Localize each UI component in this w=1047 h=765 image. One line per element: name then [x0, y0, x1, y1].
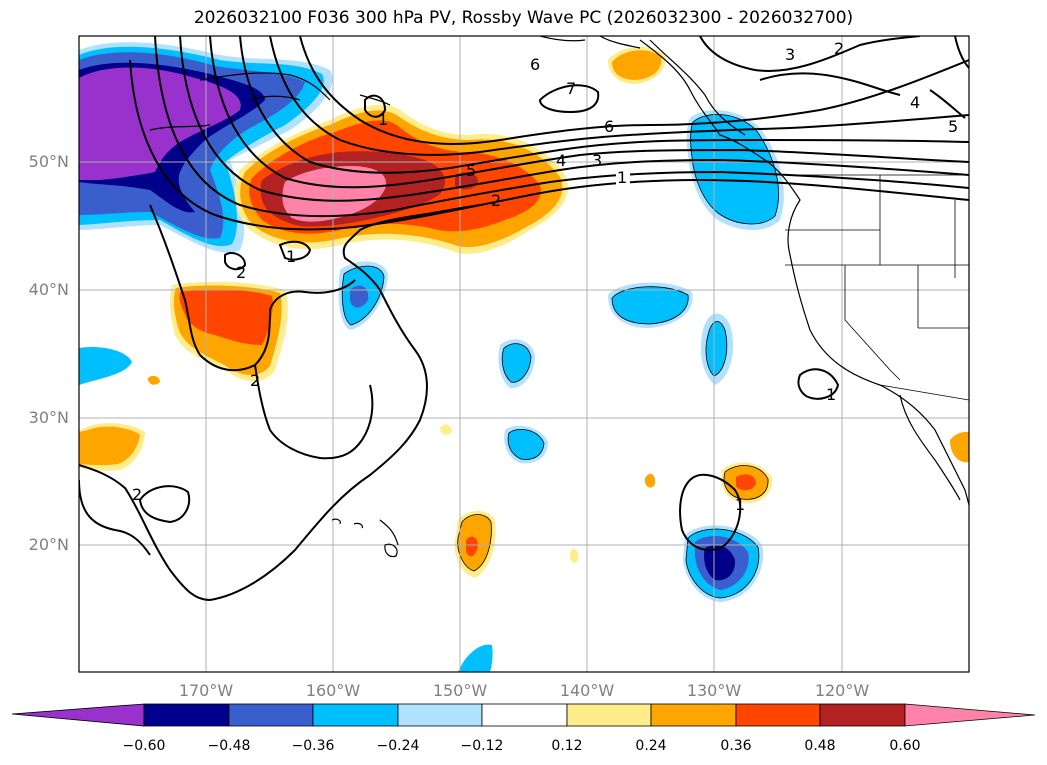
negative-anomaly-west-edge [79, 346, 132, 385]
contour-label-2d: 2 [250, 371, 260, 390]
contour-label-3b: 3 [785, 45, 795, 64]
lon-label-130w: 130°W [686, 681, 742, 700]
negative-anomaly-south-navy [704, 545, 736, 581]
colorbar-tick-neg060: −0.60 [122, 738, 166, 754]
contour-label-1d: 1 [286, 247, 296, 266]
lon-label-120w: 120°W [814, 681, 870, 700]
colorbar-bin-8 [735, 703, 821, 727]
contour-label-4: 4 [556, 151, 566, 170]
positive-anomaly-hawaii-red [466, 536, 478, 557]
contour-label-5b: 5 [948, 117, 958, 136]
contour-label-2e: 2 [132, 485, 142, 504]
positive-anomaly-gulf-orange [612, 50, 662, 80]
colorbar [11, 703, 1036, 727]
contour-label-2: 2 [491, 191, 501, 210]
lon-label-140w: 140°W [559, 681, 615, 700]
contour-label-1b: 1 [826, 385, 836, 404]
negative-anomaly-narrow-cyan [706, 321, 727, 376]
political-borders [785, 174, 969, 401]
anomaly-outlines [341, 114, 779, 599]
lat-label-20n: 20°N [28, 535, 69, 554]
contour-label-2c: 2 [236, 263, 246, 282]
negative-anomaly-small-2-cyan [508, 429, 544, 460]
positive-anomaly-central-pink [282, 166, 387, 222]
contour-label-1: 1 [617, 168, 627, 187]
contour-label-4b: 4 [910, 93, 920, 112]
colorbar-tick-024: 0.24 [635, 738, 667, 754]
colorbar-tick-neg024: −0.24 [376, 738, 420, 754]
colorbar-bin-6 [566, 703, 652, 727]
pv-contours [79, 36, 969, 602]
lon-label-160w: 160°W [305, 681, 361, 700]
colorbar-tick-036: 0.36 [720, 738, 752, 754]
colorbar-bin-5 [481, 703, 568, 727]
positive-anomaly-sw-orange [79, 426, 140, 466]
contour-label-7: 7 [566, 79, 576, 98]
contour-label-6b: 6 [530, 55, 540, 74]
colorbar-tick-048: 0.48 [804, 738, 836, 754]
negative-anomaly-bottom [458, 644, 493, 672]
positive-anomaly-tiny-1 [148, 375, 160, 385]
negative-anomaly-wide [612, 286, 689, 324]
contour-label-1c: 1 [735, 495, 745, 514]
lat-label-50n: 50°N [28, 152, 69, 171]
graticule [79, 36, 969, 672]
negative-anomaly-small-1-cyan [502, 343, 531, 383]
colorbar-tick-060: 0.60 [889, 738, 921, 754]
negative-anomaly-bc [690, 114, 779, 224]
colorbar-bin-4 [397, 703, 483, 727]
colorbar-bin-9 [819, 703, 906, 727]
lat-label-40n: 40°N [28, 280, 69, 299]
contour-label-6: 6 [604, 117, 614, 136]
colorbar-tick-012: 0.12 [551, 738, 583, 754]
colorbar-tick-neg012: −0.12 [460, 738, 504, 754]
lat-label-30n: 30°N [28, 408, 69, 427]
colorbar-tick-neg048: −0.48 [207, 738, 251, 754]
colorbar-bin-3 [312, 703, 399, 727]
positive-anomaly-west-red [179, 289, 273, 345]
lon-label-150w: 150°W [432, 681, 488, 700]
map-frame [78, 35, 970, 673]
contour-label-2b: 2 [834, 39, 844, 58]
negative-anomaly-central-blue [350, 285, 369, 308]
colorbar-extend-low [11, 703, 145, 727]
lon-label-170w: 170°W [178, 681, 234, 700]
colorbar-bin-1 [143, 703, 230, 727]
map-title: 2026032100 F036 300 hPa PV, Rossby Wave … [193, 8, 854, 28]
colorbar-bin-7 [650, 703, 737, 727]
contour-label-3: 3 [592, 151, 602, 170]
colorbar-bin-2 [228, 703, 314, 727]
positive-anomaly-tiny-3 [645, 473, 656, 488]
negative-anomaly-nw-purple [79, 67, 241, 180]
contour-label-1e: 1 [378, 110, 388, 129]
positive-anomaly-baja [950, 431, 969, 463]
contour-label-5: 5 [466, 161, 476, 180]
positive-anomaly-east-red [736, 474, 756, 491]
positive-anomaly-tiny-2 [440, 424, 452, 435]
colorbar-tick-neg036: −0.36 [291, 738, 335, 754]
coastlines [149, 36, 969, 558]
colorbar-extend-high [904, 703, 1036, 727]
contour-labels: 1 2 3 4 5 6 7 6 3 2 4 5 2 2 2 1 1 1 1 [132, 39, 958, 514]
positive-anomaly-tiny-4 [570, 549, 579, 563]
